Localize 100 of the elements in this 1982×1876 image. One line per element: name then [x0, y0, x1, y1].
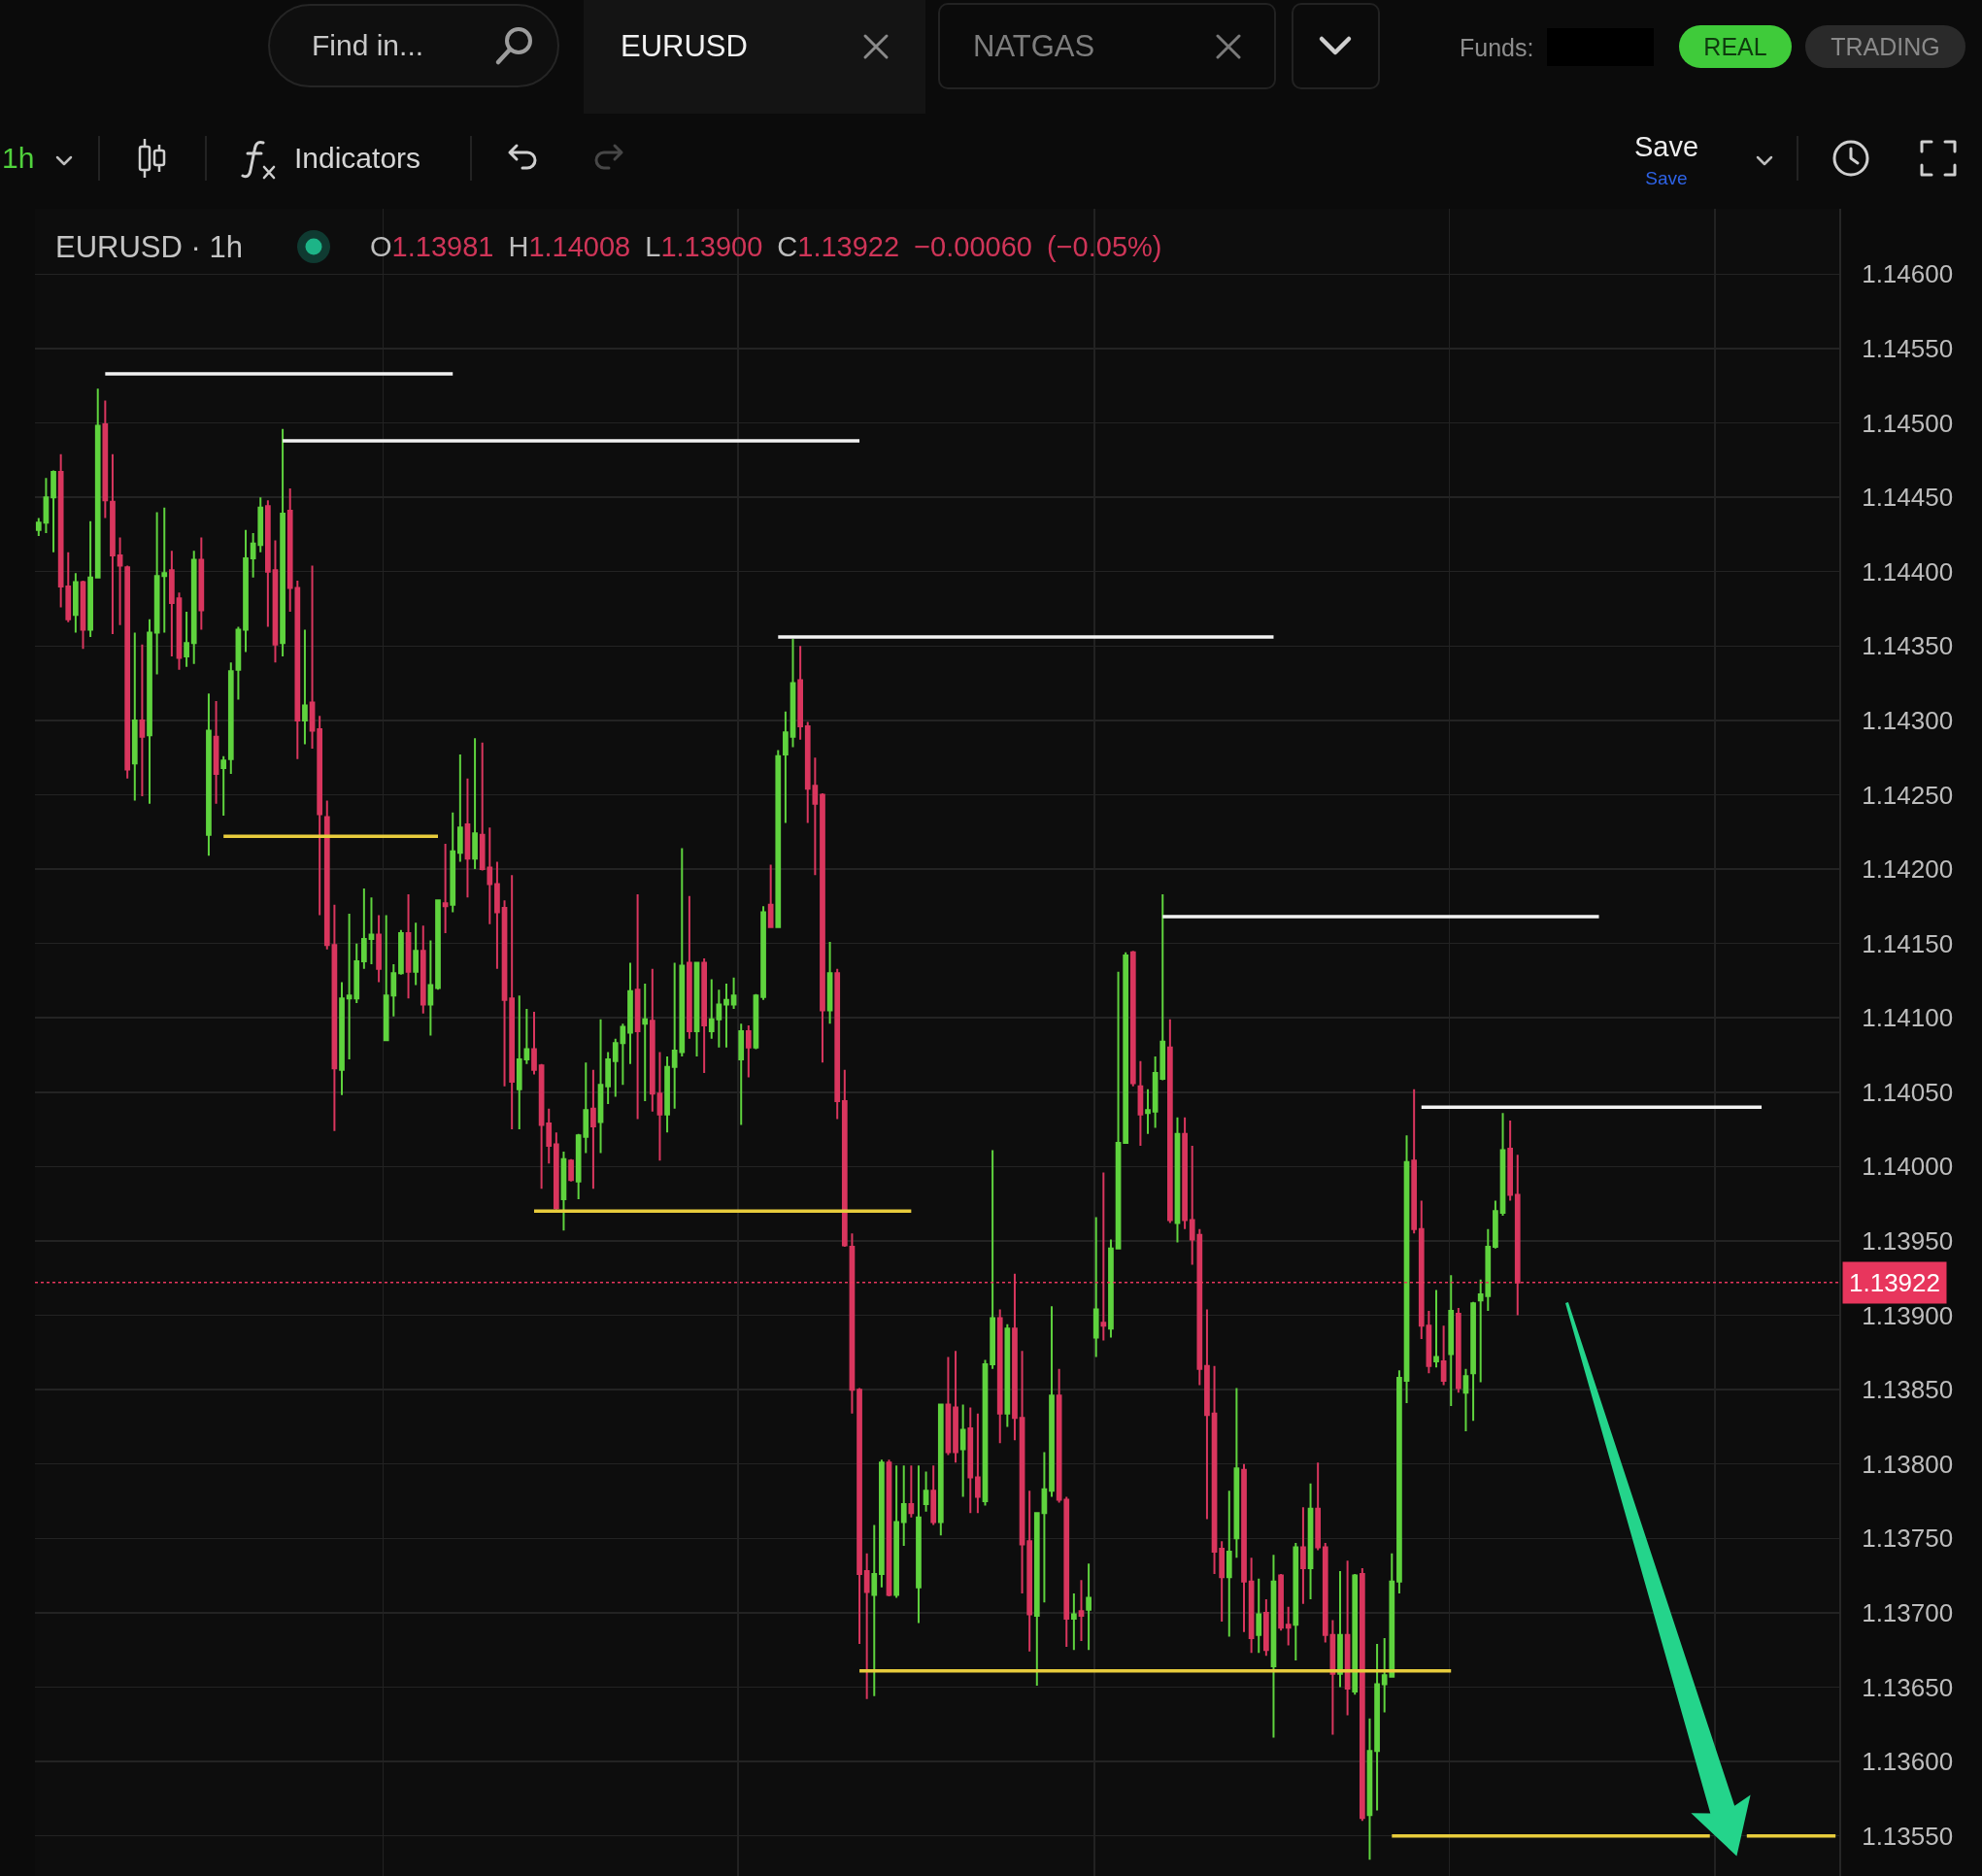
- candlestick: [959, 1403, 966, 1498]
- candlestick: [1256, 1577, 1262, 1655]
- y-tick-label: 1.13650: [1862, 1672, 1954, 1702]
- candlestick: [687, 894, 692, 1040]
- candlestick: [43, 477, 50, 534]
- candlestick: [131, 631, 138, 802]
- candlestick: [1300, 1506, 1306, 1605]
- candlestick: [280, 427, 286, 658]
- candlestick: [1033, 1512, 1040, 1687]
- candlestick: [50, 469, 56, 553]
- candlestick: [1440, 1324, 1447, 1387]
- candlestick: [775, 749, 782, 928]
- candlestick: [900, 1464, 907, 1547]
- candlestick: [190, 550, 197, 665]
- candlestick: [1426, 1309, 1432, 1375]
- candlestick: [1329, 1619, 1336, 1736]
- candlestick: [1019, 1350, 1025, 1594]
- candlestick: [435, 899, 441, 991]
- candlestick: [265, 499, 271, 628]
- candlestick: [1493, 1199, 1498, 1250]
- candlestick: [701, 956, 707, 1074]
- candlestick: [243, 528, 249, 653]
- y-tick-label: 1.14050: [1862, 1077, 1954, 1107]
- text: EURUSD: [621, 28, 748, 63]
- candlestick: [1100, 1171, 1107, 1342]
- candlestick: [797, 645, 803, 741]
- candlestick: [923, 1470, 929, 1513]
- text: Find in...: [312, 29, 424, 61]
- y-tick-label: 1.13850: [1862, 1375, 1954, 1405]
- candlestick: [169, 550, 175, 658]
- y-tick-label: 1.13550: [1862, 1821, 1954, 1851]
- candlestick: [1078, 1579, 1085, 1642]
- candlestick: [1129, 950, 1136, 1088]
- candlestick: [560, 1151, 567, 1232]
- candlestick: [1004, 1323, 1011, 1428]
- text: Save: [1645, 167, 1688, 188]
- candlestick: [523, 1008, 530, 1065]
- candlestick: [442, 843, 449, 934]
- candlestick: [323, 799, 330, 951]
- candlestick: [339, 981, 345, 1096]
- candlestick: [376, 914, 382, 984]
- candlestick: [1315, 1461, 1322, 1552]
- candlestick: [834, 967, 841, 1121]
- candlestick: [820, 791, 825, 1064]
- candlestick: [124, 564, 131, 780]
- candlestick: [1211, 1364, 1218, 1576]
- candlestick: [745, 1023, 752, 1079]
- y-tick-label: 1.13800: [1862, 1449, 1954, 1479]
- candlestick: [723, 983, 729, 1049]
- candlestick: [227, 661, 234, 776]
- candlestick: [368, 896, 375, 966]
- candlestick: [863, 1552, 870, 1700]
- candlestick: [1293, 1541, 1299, 1661]
- candlestick: [916, 1464, 922, 1625]
- candlestick: [1233, 1387, 1240, 1559]
- candlestick: [857, 1387, 862, 1646]
- candlestick: [494, 860, 500, 970]
- candlestick: [516, 994, 522, 1131]
- candlestick: [620, 1022, 626, 1087]
- candlestick: [627, 961, 633, 1065]
- candlestick: [656, 1051, 663, 1162]
- y-tick-label: 1.13950: [1862, 1226, 1954, 1256]
- text: Indicators: [294, 142, 421, 174]
- candlestick: [730, 976, 737, 1011]
- candlestick: [1448, 1274, 1455, 1407]
- candlestick: [783, 710, 789, 824]
- y-tick-label: 1.14350: [1862, 631, 1954, 661]
- candlestick: [1403, 1134, 1410, 1404]
- candlestick: [110, 452, 116, 636]
- candlestick: [353, 942, 360, 1004]
- candlestick: [1145, 1088, 1151, 1135]
- candlestick: [1514, 1154, 1521, 1317]
- y-tick-label: 1.14150: [1862, 928, 1954, 958]
- candlestick: [1086, 1562, 1092, 1652]
- candlestick: [531, 1011, 537, 1076]
- text: O1.13981 H1.14008 L1.13900 C1.13922 −0.00060 (−0.05%): [370, 230, 1162, 262]
- y-tick-label: 1.14250: [1862, 780, 1954, 810]
- candlestick: [1071, 1591, 1077, 1652]
- candlestick: [206, 692, 212, 857]
- candlestick: [1411, 1088, 1418, 1235]
- ref-line-label: 1.13922: [1849, 1268, 1940, 1297]
- candlestick: [1219, 1540, 1226, 1624]
- candlestick: [1374, 1643, 1380, 1812]
- candlestick: [1137, 1059, 1144, 1147]
- candlestick: [1174, 1116, 1181, 1244]
- candlestick: [1226, 1490, 1232, 1638]
- candlestick: [908, 1464, 915, 1519]
- candlestick: [879, 1458, 885, 1589]
- y-tick-label: 1.13900: [1862, 1300, 1954, 1330]
- candlestick: [1241, 1462, 1247, 1633]
- candlestick: [967, 1406, 974, 1515]
- candlestick: [937, 1403, 944, 1537]
- candlestick: [1462, 1367, 1469, 1433]
- candlestick: [1455, 1306, 1461, 1394]
- y-tick-label: 1.14000: [1862, 1152, 1954, 1182]
- text: TRADING: [1831, 32, 1940, 60]
- y-tick-label: 1.14400: [1862, 556, 1954, 586]
- candlestick: [996, 1308, 1003, 1445]
- candlestick: [664, 1055, 670, 1134]
- candlestick: [346, 913, 353, 1061]
